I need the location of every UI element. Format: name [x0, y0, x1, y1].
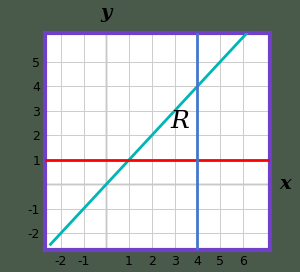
Text: R: R [170, 110, 189, 133]
Text: y: y [101, 4, 112, 22]
Text: x: x [279, 175, 291, 193]
